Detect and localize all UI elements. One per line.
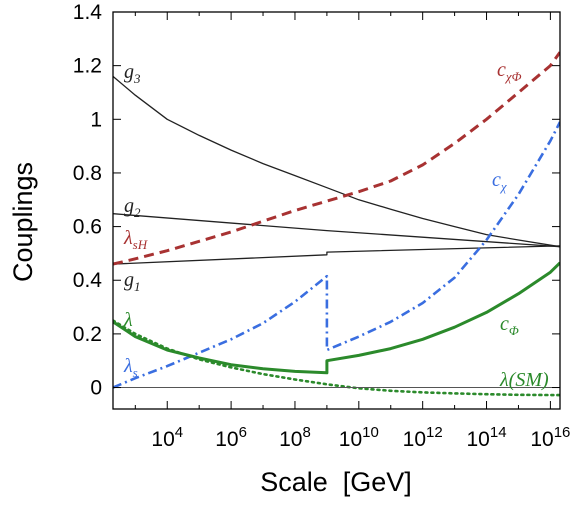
y-tick-label: 0 (90, 377, 102, 400)
curve-label-lamSM: λ(SM) (499, 369, 549, 391)
y-tick-label: 1.4 (73, 1, 103, 24)
curve-label-cchiPhi: cχΦ (497, 59, 522, 84)
series-lamSM-line (113, 319, 560, 397)
x-tick-label: 1014 (467, 424, 507, 451)
curve-label-ls: λs (123, 355, 138, 380)
curve-label-cPhi: cΦ (500, 313, 519, 338)
annotation-layer: g3 g2 λsH g1 λ λs cχΦ cχ cΦ λ(SM) (123, 59, 549, 391)
curve-label-g3: g3 (124, 61, 141, 86)
y-tick-label: 0.6 (73, 216, 102, 239)
x-tick-label: 108 (279, 424, 311, 451)
y-tick-label: 0.2 (73, 323, 102, 346)
y-tick-label: 0.8 (73, 162, 102, 185)
x-tick-label: 1012 (403, 424, 443, 451)
curve-label-g2: g2 (124, 195, 141, 220)
y-tick-label: 1.2 (73, 55, 102, 78)
plot-frame (112, 11, 561, 410)
y-axis-title: Couplings (8, 162, 38, 282)
y-tick-label: 0.4 (73, 269, 103, 292)
curve-label-cchi: cχ (492, 169, 507, 194)
series-phi-line (113, 261, 560, 375)
series-layer (113, 51, 560, 397)
tick-layer: 104 106 108 1010 1012 1014 1016 0 0.2 0.4 0.6 0.8 1 1… (73, 1, 571, 451)
x-tick-label: 106 (215, 424, 247, 451)
curve-label-lsH: λsH (123, 227, 148, 252)
x-tick-label: 1010 (339, 424, 379, 451)
series-chi-line (113, 121, 560, 389)
curve-label-g1: g1 (124, 269, 141, 294)
x-axis-title: Scale [GeV] (260, 467, 412, 497)
series-g2-line (113, 213, 560, 248)
y-tick-label: 1 (90, 108, 102, 131)
curve-label-lam: λ (123, 309, 133, 331)
x-tick-label: 1016 (530, 424, 570, 451)
x-tick-label: 104 (151, 424, 183, 451)
series-g3-line (113, 75, 560, 248)
series-chiPhi-line (113, 51, 560, 266)
series-g1-line (113, 245, 560, 265)
